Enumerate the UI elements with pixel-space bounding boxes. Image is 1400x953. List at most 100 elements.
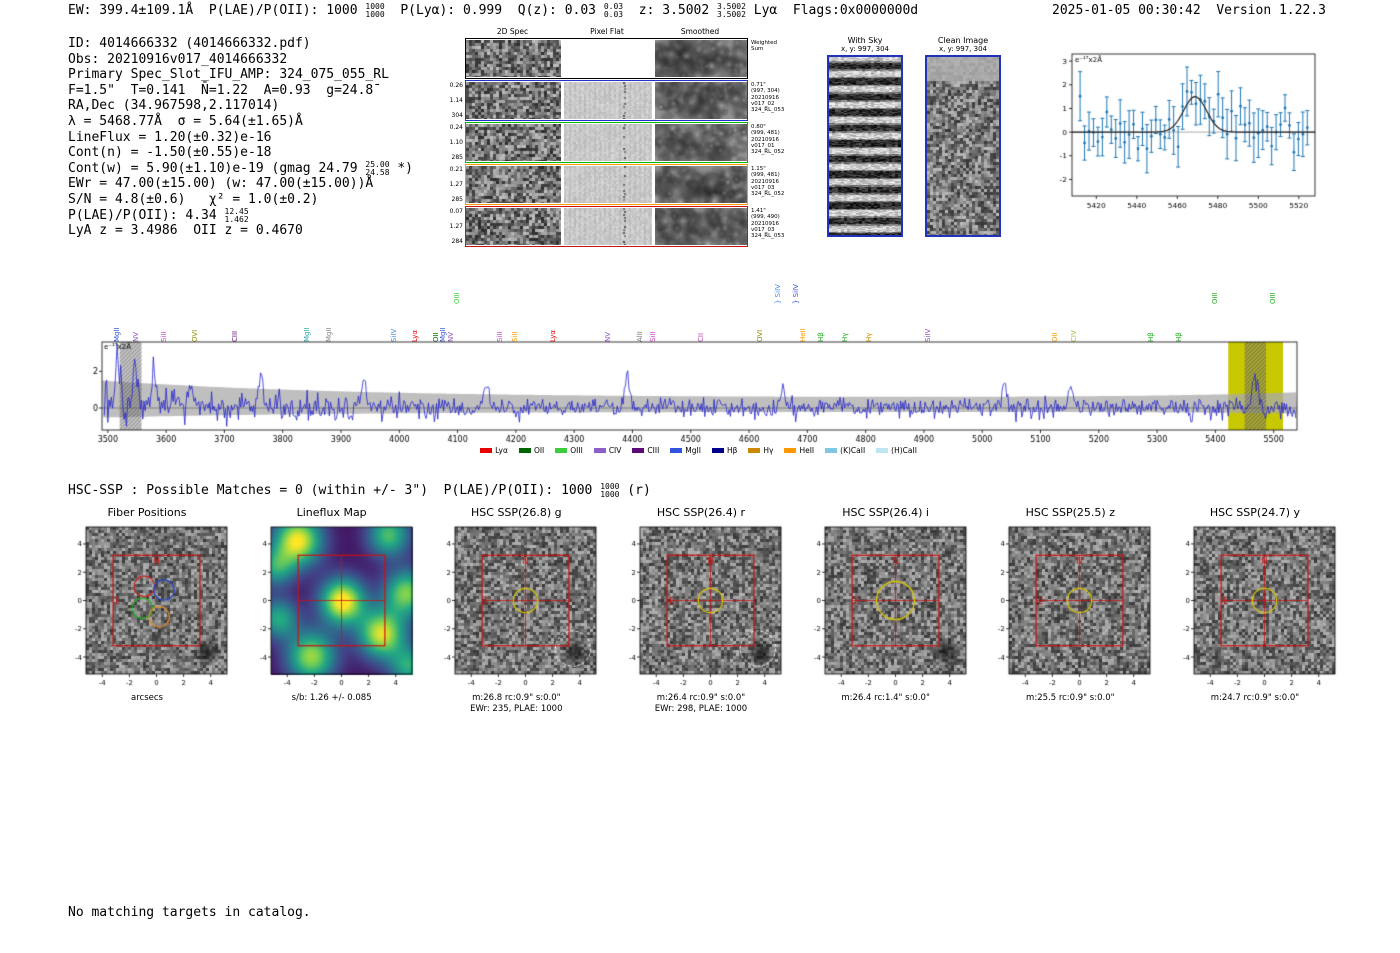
info-text: EWr = 47.00(±15.00) (w: 47.00(±15.00))Å [68,176,374,192]
twod-annotation-line: (999, 490) [751,214,780,221]
cutout-image [1169,521,1340,693]
cutout-caption: m:26.4 rc:1.4" s:0.0" [841,693,930,703]
twod-annotation-line: v017_03 [751,184,775,191]
info-text: Cont(n) = -1.50(±0.55)e-18 [68,145,272,161]
cutout-title: Fiber Positions [107,506,187,519]
twod-annotation-line: v017_03 [751,226,775,233]
legend-swatch [825,448,838,453]
clean-image [925,55,1001,237]
info-text: RA,Dec (34.967598,2.117014) [68,98,280,114]
cutout-panel: Lineflux Map s/b: 1.26 +/- 0.085 [243,506,421,715]
legend-item: MgII [670,446,701,455]
legend-item: HeII [784,446,814,455]
legend-swatch [711,448,724,453]
twod-row-panels [465,38,748,79]
legend-swatch [876,448,889,453]
detection-info-block: ID: 4014666332 (4014666332.pdf) Obs: 2021… [68,36,413,239]
col-title-pixelflat: Pixel Flat [590,27,624,36]
legend-label: CIV [608,446,622,455]
twod-annotation-line: 20210916 [751,178,779,185]
twod-row-left-labels [443,38,465,79]
info-line: RA,Dec (34.967598,2.117014) [68,98,413,114]
legend-item: Hγ [748,446,773,455]
twod-spec-image [466,124,561,161]
info-text: λ = 5468.77Å σ = 5.64(±1.65)Å [68,113,303,129]
cutout-title: HSC SSP(26.8) g [471,506,562,519]
hsc-text: HSC-SSP : Possible Matches = 0 (within +… [68,483,601,498]
info-line: λ = 5468.77Å σ = 5.64(±1.65)Å [68,114,413,130]
twod-annotation-line: 20210916 [751,220,779,227]
legend-label: OIII [570,446,583,455]
cutout-title: Lineflux Map [296,506,367,519]
twod-row-left-labels: 0.21 1.27 285 [443,164,465,205]
legend-item: Lyα [480,446,508,455]
header-stack: 0.03 0.03 [603,2,624,19]
smoothed-image [655,82,747,119]
info-line: EWr = 47.00(±15.00) (w: 47.00(±15.00))Å [68,176,413,192]
twod-row-panels [465,206,748,247]
cutout-caption: s/b: 1.26 +/- 0.085 [291,693,372,703]
cutout-caption: arcsecs [131,693,163,703]
pixel-flat-image [564,124,652,161]
twod-left-value: 285 [451,154,463,161]
twod-row-panels [465,164,748,205]
twod-annotation-line: 0.71" [751,82,766,88]
info-text: LineFlux = 1.20(±0.32)e-16 [68,129,272,145]
clean-image-coords: x, y: 997, 304 [939,45,987,53]
header-stack: 1000 1000 [365,2,385,19]
cutout-title: HSC SSP(25.5) z [1025,506,1115,519]
twod-rows: Weighted Sum 0.26 1.14 304 0.71" (997, 304) 202… [443,38,800,247]
pixel-flat-image [564,208,652,245]
with-sky-panel: With Sky x, y: 997, 304 [820,36,910,237]
pixel-flat-image [564,82,652,119]
note-line: No matching targets in catalog. [68,905,311,920]
twod-row-panels [465,80,748,121]
zoomed-line-fit-plot [1038,46,1323,218]
twod-annotation-line: 20210916 [751,94,779,101]
twod-row: 0.26 1.14 304 0.71" (997, 304) 20210916 v017_0… [443,80,800,121]
info-line: Cont(n) = -1.50(±0.55)e-18 [68,145,413,161]
legend-item: OII [518,446,544,455]
legend-swatch [555,448,568,453]
twod-row-annotation: Weighted Sum [748,38,800,79]
legend-label: HeII [799,446,815,455]
legend-item: CIV [593,446,622,455]
cutout-caption: m:25.5 rc:0.9" s:0.0" [1026,693,1115,703]
twod-annotation-line: (999, 481) [751,172,780,179]
twod-annotation-line: 324_RL_052 [751,191,785,198]
hsc-matches-line: HSC-SSP : Possible Matches = 0 (within +… [68,483,651,499]
smoothed-image [655,208,747,245]
twod-left-value: 1.14 [449,97,463,104]
spectrum-legend: Lyα OII OIII CIV CIII MgII Hβ Hγ HeII (K)CaII (H)C… [86,446,1311,455]
cutout-image [431,521,602,693]
info-text: ID: 4014666332 (4014666332.pdf) [68,36,311,51]
info-text: Primary Spec_Slot_IFU_AMP: 324_075_055_R… [68,67,389,83]
twod-spec-image [466,40,561,77]
legend-swatch [632,448,645,453]
twod-column-titles: 2D Spec Pixel Flat Smoothed [443,27,800,38]
smoothed-image [655,124,747,161]
report-header-summary: EW: 399.4±109.1Å P(LAE)/P(OII): 1000 100… [68,3,918,19]
twod-row-annotation: 0.80" (999, 481) 20210916 v017_01 324_RL_052 [748,122,800,163]
legend-swatch [593,448,606,453]
cutout-caption: EWr: 298, PLAE: 1000 [654,704,748,714]
twod-spec-image [466,208,561,245]
legend-label: Hβ [726,446,738,455]
spectrum-line-label: } SiIV [791,284,800,304]
twod-row-annotation: 0.71" (997, 304) 20210916 v017_02 324_RL_053 [748,80,800,121]
twod-annotation-line: 20210916 [751,136,779,143]
legend-label: Lyα [495,446,508,455]
info-line: LyA z = 3.4986 OII z = 0.4670 [68,223,413,239]
twod-annotation-line: 324_RL_052 [751,149,785,156]
twod-left-value: 1.10 [449,139,463,146]
cutout-panel: HSC SSP(26.8) g m:26.8 rc:0.9" s:0.0" EWr:… [427,506,605,715]
info-line: LineFlux = 1.20(±0.32)e-16 [68,130,413,146]
info-line: ID: 4014666332 (4014666332.pdf) [68,36,413,52]
header-text: z: 3.5002 [623,3,718,18]
twod-annotation-line: v017_02 [751,100,775,107]
legend-item: (K)CaII [825,446,865,455]
twod-spec-section: 2D Spec Pixel Flat Smoothed Weighted Sum 0… [443,27,800,248]
cutout-panel: Fiber Positions arcsecs [58,506,236,715]
info-text: Obs: 20210916v017_4014666332 [68,51,288,67]
twod-left-value: 0.07 [449,208,463,215]
